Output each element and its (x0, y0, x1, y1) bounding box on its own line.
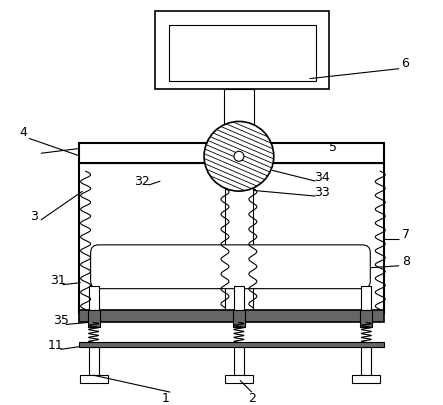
Bar (155, 12, 330, 90)
Bar (224, 90, 254, 154)
Circle shape (204, 122, 274, 192)
Text: 4: 4 (19, 126, 27, 139)
Bar (361, 286, 371, 310)
Bar (79, 144, 384, 164)
Text: 1: 1 (161, 391, 169, 404)
Bar (80, 375, 108, 383)
Text: 33: 33 (314, 185, 330, 198)
Bar (89, 347, 99, 375)
Bar (79, 343, 384, 347)
Text: 3: 3 (30, 210, 38, 223)
Bar (234, 286, 244, 310)
Bar (79, 310, 384, 323)
Bar (225, 164, 253, 313)
Bar (360, 310, 372, 328)
Text: 11: 11 (48, 338, 64, 351)
Bar (169, 26, 315, 81)
Text: 2: 2 (248, 391, 256, 404)
Bar (233, 310, 245, 328)
Bar (361, 347, 371, 375)
Bar (225, 375, 253, 383)
Text: 34: 34 (314, 170, 330, 183)
Text: 32: 32 (135, 174, 150, 187)
Text: 35: 35 (53, 313, 69, 326)
Bar (352, 375, 380, 383)
Text: 6: 6 (401, 57, 409, 70)
Text: 8: 8 (402, 255, 410, 268)
Text: 31: 31 (50, 273, 66, 286)
Bar (234, 347, 244, 375)
Bar (79, 164, 384, 313)
FancyBboxPatch shape (91, 245, 370, 289)
Text: 7: 7 (402, 228, 410, 241)
Bar (89, 286, 99, 310)
Circle shape (234, 152, 244, 162)
Bar (88, 310, 100, 328)
Text: 5: 5 (330, 141, 338, 153)
